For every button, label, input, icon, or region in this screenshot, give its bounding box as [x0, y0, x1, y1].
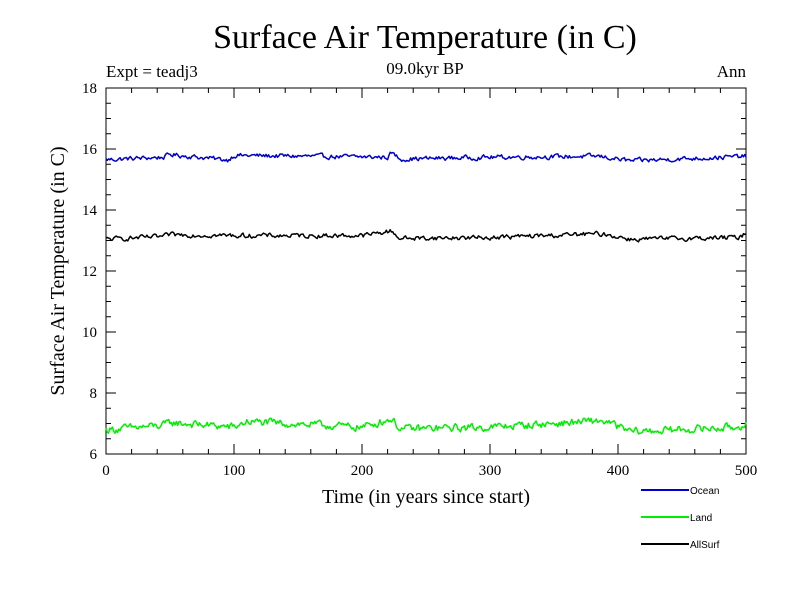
- series-line-land: [105, 417, 747, 435]
- series-line-allsurf: [105, 228, 747, 243]
- plot-frame: [105, 87, 747, 455]
- chart-subtitle: 09.0kyr BP: [386, 59, 463, 78]
- legend-label-ocean: Ocean: [690, 486, 719, 497]
- y-tick-label: 16: [82, 142, 98, 158]
- y-tick-label: 18: [82, 81, 97, 97]
- legend: Ocean Land AllSurf: [641, 486, 720, 551]
- season-label: Ann: [717, 62, 747, 81]
- legend-label-land: Land: [690, 513, 712, 524]
- y-tick-label: 12: [82, 264, 97, 280]
- y-tick-label: 10: [82, 325, 97, 341]
- x-axis-label: Time (in years since start): [322, 486, 530, 508]
- axis-tick-labels: 0 100 200 300 400 500 6 8 10 12 14 16 18: [82, 81, 757, 479]
- x-tick-label: 200: [351, 463, 374, 479]
- chart-title: Surface Air Temperature (in C): [213, 19, 637, 56]
- x-tick-label: 0: [102, 463, 110, 479]
- x-tick-label: 500: [735, 463, 758, 479]
- x-tick-label: 100: [223, 463, 246, 479]
- y-tick-label: 14: [82, 203, 98, 219]
- series-lines: [105, 151, 747, 435]
- y-tick-label: 8: [90, 386, 98, 402]
- axis-ticks: [105, 87, 747, 455]
- y-tick-label: 6: [90, 447, 98, 463]
- experiment-label: Expt = teadj3: [106, 62, 198, 81]
- series-line-ocean: [105, 151, 747, 163]
- y-axis-label: Surface Air Temperature (in C): [47, 146, 69, 395]
- x-tick-label: 300: [479, 463, 502, 479]
- x-tick-label: 400: [607, 463, 630, 479]
- legend-label-allsurf: AllSurf: [690, 540, 720, 551]
